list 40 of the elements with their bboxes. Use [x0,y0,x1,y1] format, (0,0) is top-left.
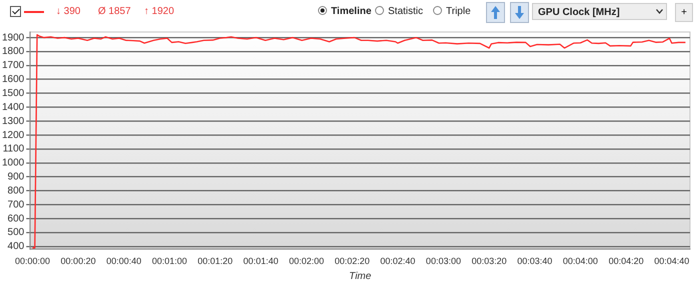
y-tick-label: 1600 [2,74,25,86]
y-tick-label: 1100 [2,144,25,155]
x-tick-label: 00:02:20 [334,256,370,266]
y-tick-label: 400 [8,241,25,252]
x-tick-label: 00:01:00 [152,256,188,266]
y-tick-label: 600 [8,213,25,224]
x-tick-label: 00:00:20 [60,256,96,266]
y-tick-label: 800 [8,185,25,196]
y-tick-label: 1300 [2,116,25,127]
y-tick-label: 1500 [2,88,25,100]
y-tick-label: 1400 [2,102,25,113]
y-tick-label: 900 [8,172,25,183]
y-tick-label: 1900 [2,32,25,44]
text: Ø 1857 [98,6,131,17]
x-tick-label: 00:04:20 [608,256,644,266]
text: Statistic [388,6,424,17]
text: + [675,3,693,22]
x-tick-label: 00:00:00 [15,256,50,266]
text: ↑ 1920 [144,6,174,17]
y-tick-label: 500 [8,227,25,238]
y-tick-label: 700 [8,199,25,210]
y-tick-label: 1700 [2,60,25,72]
text: Timeline [331,6,372,17]
x-tick-label: 00:01:20 [198,256,233,266]
x-tick-label: 00:02:40 [380,256,416,266]
x-tick-label: 00:02:00 [288,256,324,266]
text: ↓ 390 [56,6,80,17]
x-tick-label: 00:04:40 [654,256,690,266]
text: GPU Clock [MHz] [532,3,667,20]
x-tick-label: 00:03:40 [517,256,552,266]
x-tick-label: 00:00:40 [106,256,142,266]
y-tick-label: 1200 [2,130,25,141]
x-axis-title: Time [349,270,372,282]
x-tick-label: 00:03:20 [472,256,507,266]
x-tick-label: 00:03:00 [426,256,461,266]
y-tick-label: 1000 [2,158,25,169]
text: Triple [446,6,471,17]
x-tick-label: 00:01:40 [243,256,278,266]
y-tick-label: 1800 [2,46,25,58]
x-tick-label: 00:04:00 [562,256,598,266]
